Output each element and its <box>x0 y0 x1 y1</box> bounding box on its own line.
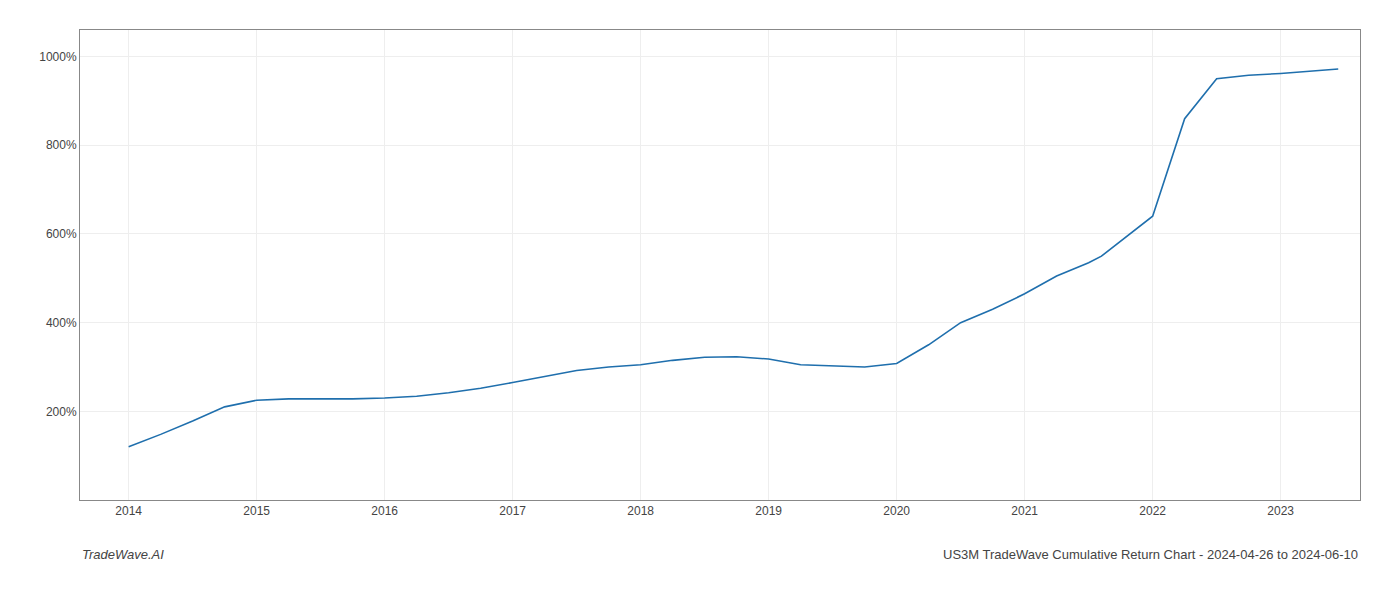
svg-text:2020: 2020 <box>883 504 910 518</box>
svg-text:600%: 600% <box>46 227 77 241</box>
svg-text:200%: 200% <box>46 405 77 419</box>
svg-text:2021: 2021 <box>1011 504 1038 518</box>
svg-text:US3M TradeWave Cumulative Retu: US3M TradeWave Cumulative Return Chart -… <box>943 547 1358 562</box>
svg-text:2023: 2023 <box>1267 504 1294 518</box>
svg-text:800%: 800% <box>46 138 77 152</box>
svg-text:2019: 2019 <box>755 504 782 518</box>
svg-text:2017: 2017 <box>499 504 526 518</box>
svg-text:2022: 2022 <box>1139 504 1166 518</box>
svg-text:2015: 2015 <box>243 504 270 518</box>
svg-text:TradeWave.AI: TradeWave.AI <box>82 547 164 562</box>
svg-text:2018: 2018 <box>627 504 654 518</box>
svg-text:2016: 2016 <box>371 504 398 518</box>
svg-text:2014: 2014 <box>115 504 142 518</box>
svg-text:400%: 400% <box>46 316 77 330</box>
svg-text:1000%: 1000% <box>39 50 77 64</box>
